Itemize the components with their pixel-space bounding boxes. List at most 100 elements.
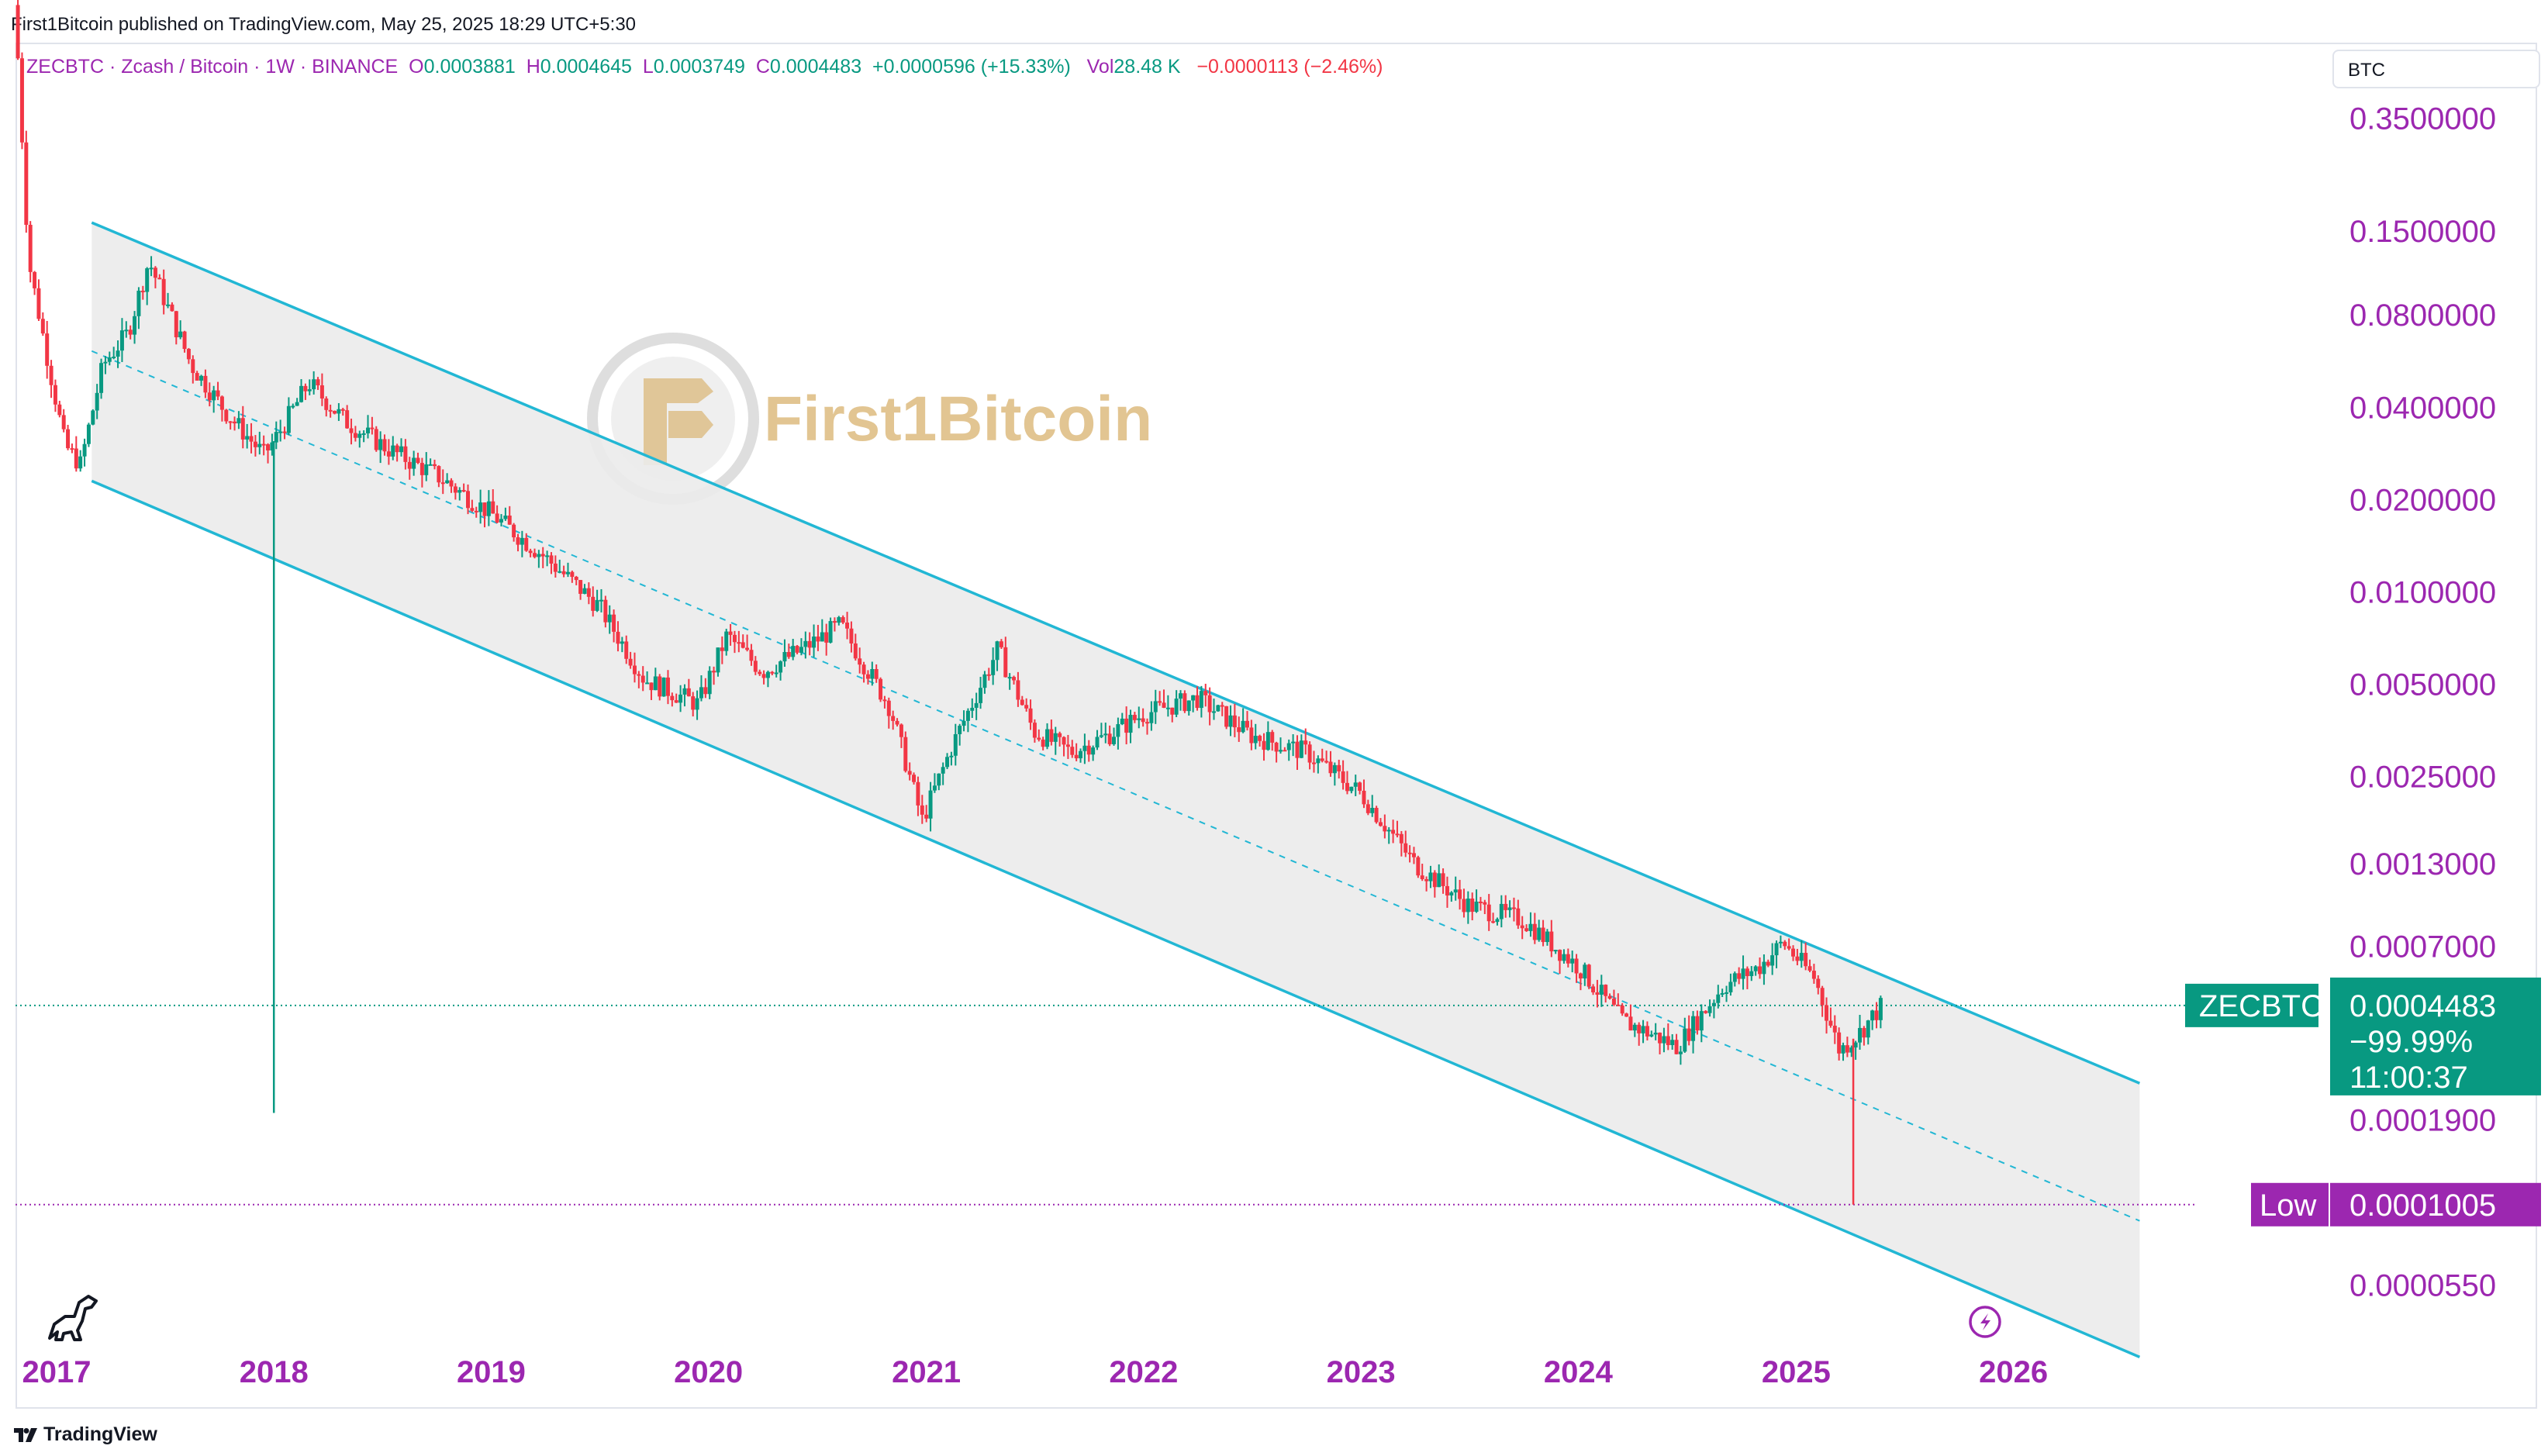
time-axis[interactable]: 2017 2018 2019 2020 2021 2022 2023 2024 2025 2026 [22,1355,2048,1389]
footer-brand[interactable]: TradingView [14,1423,157,1446]
candle [361,430,366,443]
candle [1878,995,1883,1029]
candle [1045,723,1050,750]
candle [907,762,912,781]
candle [470,499,475,512]
candle [1862,1026,1866,1046]
candle [653,668,658,691]
high-label: H [526,56,540,78]
candle [941,762,945,785]
candle [1607,993,1612,1000]
candle [545,550,550,567]
candle [407,457,412,480]
candle [1845,1037,1849,1057]
candle [1074,743,1079,761]
lightning-icon[interactable] [1969,1306,2001,1338]
candle [786,643,791,659]
price-axis[interactable]: 0.3500000 0.1500000 0.0800000 0.0400000 0.02… [2349,102,2496,1303]
bar-countdown-label: 11:00:37 [2349,1061,2468,1095]
candle [103,356,108,374]
candle [212,385,216,413]
candle [1170,707,1175,723]
time-tick-label: 2022 [1109,1355,1178,1389]
candle [1145,718,1150,735]
candle [1174,690,1179,718]
candle [33,271,37,295]
candle [1599,975,1604,1007]
candle [86,423,91,447]
candle [1662,1027,1666,1053]
candle [795,644,799,655]
dinosaur-icon[interactable] [48,1295,98,1341]
candle [924,805,929,823]
candle [807,632,812,656]
candle [695,690,699,720]
candle [558,559,562,574]
candle [78,450,83,472]
candle [1637,1022,1642,1046]
price-tick-label: 0.0000550 [2349,1268,2496,1302]
channel-upper-line[interactable] [91,221,2141,1085]
volume-value: 28.48 K [1113,56,1181,78]
candle [357,430,362,448]
channel-mid-line[interactable] [91,350,2140,1222]
candle [632,652,637,683]
candle [1449,891,1454,902]
candle [1766,959,1770,968]
candle [845,612,850,640]
candle [1578,972,1583,991]
candle [1653,1023,1658,1040]
candle [724,628,729,656]
candle [199,374,204,386]
candle [1741,955,1745,990]
candle [1270,730,1275,751]
candle [416,452,420,464]
candle [728,623,733,646]
candle [136,287,141,329]
candle [658,674,662,701]
candle [45,320,50,379]
channel-lower-line[interactable] [91,479,2141,1359]
candle [745,634,750,652]
currency-selector[interactable]: BTC [2332,50,2540,88]
candle [1707,999,1712,1017]
candle [628,651,633,669]
candle [1628,1004,1633,1031]
candle [440,469,445,495]
candle [616,621,620,652]
symbol-description[interactable]: ZECBTC · Zcash / Bitcoin · 1W · BINANCE [26,56,399,78]
candle [1141,708,1145,727]
candle [316,377,320,390]
candle [1220,702,1224,716]
candle [1866,1020,1870,1045]
candle [107,351,112,366]
candle [157,274,162,280]
low-label: L [642,56,654,78]
candle [1245,711,1249,731]
candle [1324,750,1329,764]
candle [457,487,462,501]
candle [253,435,257,457]
candle [1691,1011,1696,1054]
candle [1024,698,1029,712]
candle [1825,997,1829,1034]
candle [865,670,870,685]
candle [1745,966,1749,989]
time-tick-label: 2021 [892,1355,961,1389]
candle [979,677,983,709]
candle [779,660,783,681]
candle [216,381,220,401]
candle [1804,942,1808,971]
candle [1516,899,1521,930]
price-tick-label: 0.0100000 [2349,575,2496,609]
candle [374,426,378,452]
candle [699,675,703,702]
candle [1007,673,1012,690]
candle [128,325,133,340]
candle [1511,897,1516,922]
candle [1832,1015,1837,1044]
price-tick-label: 0.0400000 [2349,391,2496,425]
candle [119,318,124,362]
candle [1358,781,1362,795]
